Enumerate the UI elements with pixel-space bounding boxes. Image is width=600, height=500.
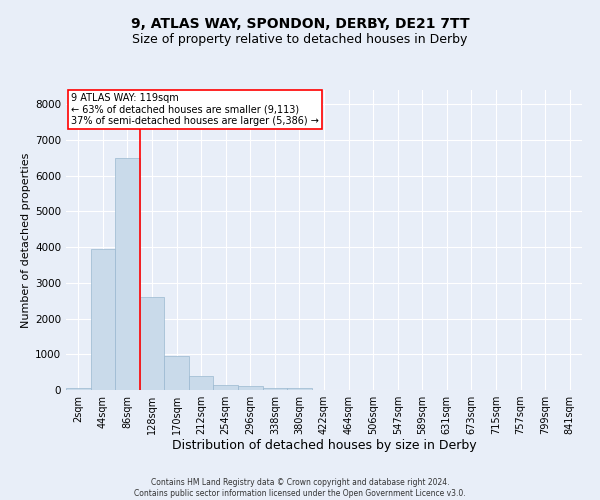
Bar [189, 376, 214, 390]
X-axis label: Distribution of detached houses by size in Derby: Distribution of detached houses by size … [172, 438, 476, 452]
Bar [214, 384, 238, 390]
Bar [91, 249, 115, 390]
Bar [115, 158, 140, 390]
Text: 9, ATLAS WAY, SPONDON, DERBY, DE21 7TT: 9, ATLAS WAY, SPONDON, DERBY, DE21 7TT [131, 18, 469, 32]
Bar [263, 388, 287, 390]
Bar [238, 386, 263, 390]
Bar [287, 388, 312, 390]
Y-axis label: Number of detached properties: Number of detached properties [21, 152, 31, 328]
Bar [66, 388, 91, 390]
Text: 9 ATLAS WAY: 119sqm
← 63% of detached houses are smaller (9,113)
37% of semi-det: 9 ATLAS WAY: 119sqm ← 63% of detached ho… [71, 93, 319, 126]
Bar [140, 297, 164, 390]
Text: Contains HM Land Registry data © Crown copyright and database right 2024.
Contai: Contains HM Land Registry data © Crown c… [134, 478, 466, 498]
Bar [164, 356, 189, 390]
Text: Size of property relative to detached houses in Derby: Size of property relative to detached ho… [133, 32, 467, 46]
